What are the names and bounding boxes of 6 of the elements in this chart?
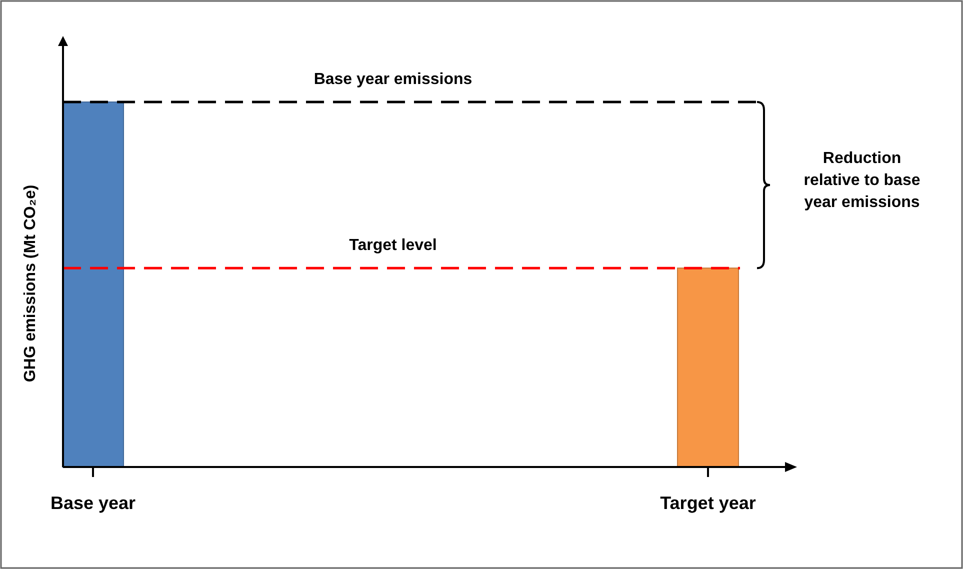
ref-line-label: Target level (349, 237, 437, 254)
annotation: Reduction relative to base year emissions (804, 150, 920, 212)
ref-line-label: Base year emissions (314, 71, 472, 88)
x-tick-label: Target year (660, 493, 756, 513)
x-tick-label: Base year (50, 493, 136, 513)
y-axis-title: GHG emissions (Mt CO₂e) (22, 184, 39, 382)
